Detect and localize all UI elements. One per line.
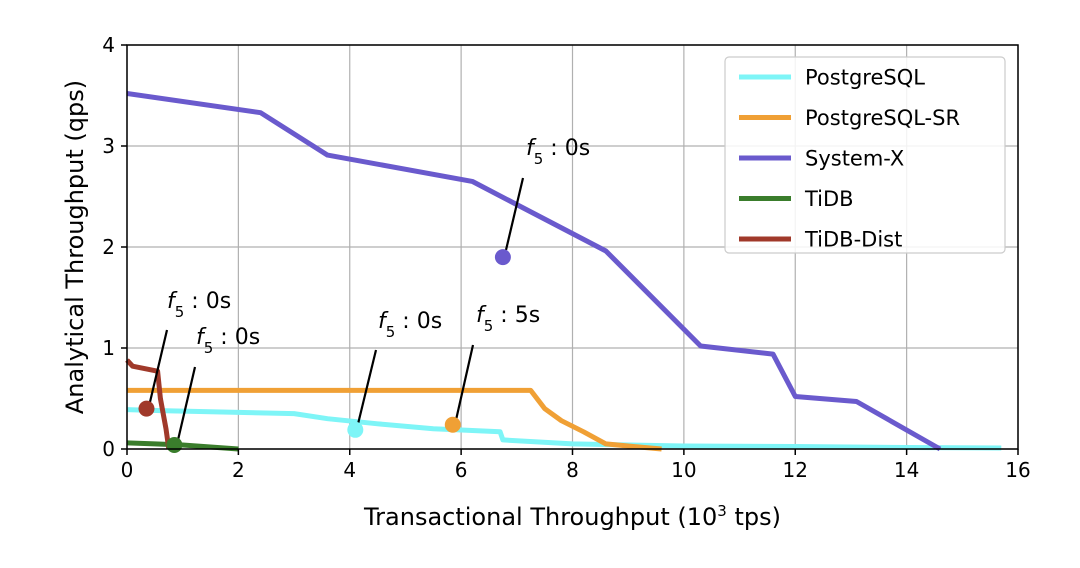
y-tick-label: 0 <box>102 437 115 461</box>
y-axis-label: Analytical Throughput (qps) <box>61 80 89 414</box>
annotation-label-main: f <box>196 325 207 350</box>
annotation-label-tail: : 5s <box>493 303 540 328</box>
series-line-tidb-dist <box>125 358 172 450</box>
annotation-label-tail: : 0s <box>213 325 260 350</box>
series-line-postgresql-sr <box>127 387 662 452</box>
legend-label: TiDB-Dist <box>804 228 902 252</box>
annotation-label: f5 : 0s <box>378 309 442 341</box>
annotation-label: f5 : 5s <box>476 303 540 335</box>
annotation-label-sub: 5 <box>204 339 214 357</box>
annotation-marker <box>166 436 183 453</box>
legend-label: PostgreSQL-SR <box>805 106 960 130</box>
x-tick-label: 4 <box>343 458 356 482</box>
annotation-label-main: f <box>526 136 537 161</box>
annotation-label: f5 : 0s <box>167 289 231 321</box>
annotation-label-main: f <box>167 289 178 314</box>
legend-label: TiDB <box>804 187 854 211</box>
legend-box <box>724 56 1006 254</box>
annotation-marker <box>347 421 364 438</box>
annotation-marker <box>138 400 155 417</box>
x-tick-label: 0 <box>121 458 134 482</box>
annotation-leader-line <box>176 366 197 441</box>
x-axis-label-main: Transactional Throughput (10 <box>363 503 717 531</box>
annotation-label-sub: 5 <box>175 303 185 321</box>
x-axis-label-tail: tps) <box>727 503 781 531</box>
x-tick-label: 14 <box>894 458 919 482</box>
legend: PostgreSQL PostgreSQL-SR System-X TiDB TiDB-… <box>724 56 1006 254</box>
annotation-label-sub: 5 <box>484 317 494 335</box>
annotation-leader-line <box>356 349 378 425</box>
legend-label: System-X <box>805 147 904 171</box>
annotation-label-sub: 5 <box>534 150 544 168</box>
series-line-postgresql <box>126 407 1002 451</box>
y-tick-label: 3 <box>102 134 115 158</box>
x-tick-label: 2 <box>232 458 245 482</box>
annotation-label: f5 : 0s <box>196 325 260 357</box>
x-tick-label: 6 <box>455 458 468 482</box>
legend-label: PostgreSQL <box>805 66 925 90</box>
annotation-leader-line <box>148 329 169 403</box>
x-axis-label-sup: 3 <box>717 502 727 520</box>
annotation-marker <box>494 249 511 266</box>
series-line-tidb <box>126 440 239 452</box>
x-tick-label: 10 <box>671 458 696 482</box>
y-tick-label: 4 <box>102 33 115 57</box>
x-axis-label: Transactional Throughput (103 tps) <box>363 502 781 531</box>
annotation-label-tail: : 0s <box>184 289 231 314</box>
annotation-leader-line <box>504 177 525 251</box>
annotation-marker <box>444 416 461 433</box>
annotation-leader-line <box>454 344 475 421</box>
y-tick-label: 1 <box>102 336 115 360</box>
annotation-label-tail: : 0s <box>543 136 590 161</box>
series-line-system-x <box>126 91 942 452</box>
annotation-label-main: f <box>476 303 487 328</box>
y-tick-label: 2 <box>102 235 115 259</box>
annotation-label-sub: 5 <box>386 323 396 341</box>
x-tick-label: 8 <box>566 458 579 482</box>
annotation-label-tail: : 0s <box>395 309 442 334</box>
annotation-label: f5 : 0s <box>526 136 590 168</box>
x-tick-label: 12 <box>783 458 808 482</box>
x-tick-label: 16 <box>1005 458 1030 482</box>
annotation-label-main: f <box>378 309 389 334</box>
